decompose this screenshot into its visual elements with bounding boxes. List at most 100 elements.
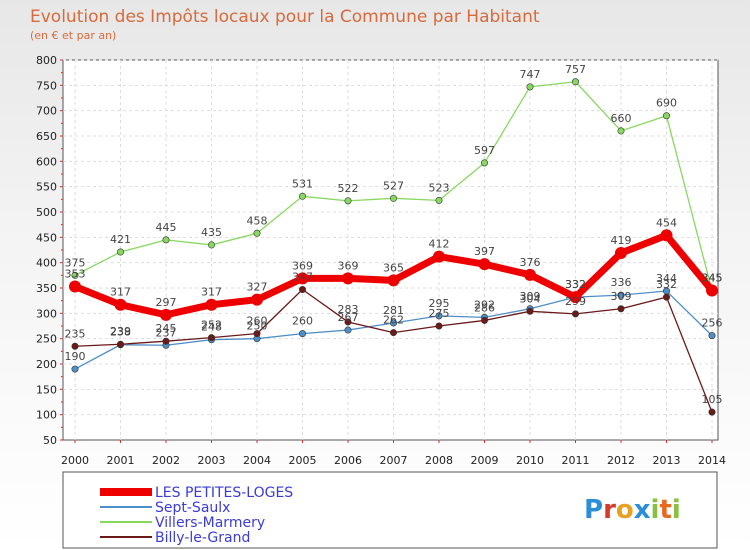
- data-labels: 375 421 445 435 458 531 522 527 523 597 747 757 660 6…: [65, 63, 723, 406]
- x-tick-label: 2003: [198, 454, 226, 467]
- data-label: 365: [383, 261, 404, 274]
- data-label: 458: [247, 214, 268, 227]
- data-point: [71, 365, 79, 373]
- data-label: 597: [474, 144, 495, 157]
- series-lines: [69, 78, 718, 416]
- data-label: 375: [65, 256, 86, 269]
- data-point: [208, 334, 216, 342]
- x-tick-label: 2009: [471, 454, 499, 467]
- data-label: 660: [611, 112, 632, 125]
- chart-title: Evolution des Impôts locaux pour la Comm…: [30, 7, 540, 27]
- data-label: 238: [110, 326, 131, 339]
- data-label: 369: [338, 259, 359, 272]
- data-label: 286: [474, 301, 495, 314]
- x-tick-label: 2000: [61, 454, 89, 467]
- data-label: 295: [429, 297, 450, 310]
- data-label: 347: [292, 271, 313, 284]
- x-tick-label: 2005: [289, 454, 317, 467]
- y-tick-label: 150: [36, 383, 57, 396]
- y-tick-label: 800: [36, 54, 57, 67]
- data-point: [160, 308, 172, 321]
- y-tick-label: 500: [36, 206, 57, 219]
- data-label: 309: [611, 290, 632, 303]
- data-point: [569, 291, 582, 304]
- y-tick-label: 300: [36, 307, 57, 320]
- data-point: [660, 229, 673, 242]
- data-label: 256: [702, 317, 723, 330]
- data-point: [117, 340, 125, 348]
- data-point: [662, 112, 670, 120]
- data-point: [387, 274, 400, 287]
- data-label: 283: [338, 303, 359, 316]
- legend-box: [62, 471, 718, 549]
- data-point: [435, 196, 443, 204]
- data-point: [389, 319, 397, 327]
- data-point: [71, 342, 79, 350]
- data-label: 248: [201, 321, 222, 334]
- data-label: 262: [383, 314, 404, 327]
- data-label: 105: [702, 393, 723, 406]
- data-point: [205, 298, 218, 311]
- data-label: 252: [201, 319, 222, 332]
- y-tick-label: 200: [36, 358, 57, 371]
- x-tick-label: 2012: [607, 454, 635, 467]
- y-tick-label: 650: [36, 130, 57, 143]
- data-label: 690: [656, 97, 677, 110]
- data-point: [208, 241, 216, 249]
- data-point: [526, 83, 534, 91]
- data-label: 531: [292, 177, 313, 190]
- y-tick-label: 450: [36, 231, 57, 244]
- data-point: [526, 307, 534, 315]
- data-label: 523: [429, 181, 450, 194]
- data-label: 344: [656, 272, 677, 285]
- data-label: 369: [292, 259, 313, 272]
- proxiti-logo: Proxiti: [584, 495, 681, 525]
- data-label: 317: [110, 286, 131, 299]
- data-label: 332: [656, 278, 677, 291]
- data-label: 260: [292, 315, 313, 328]
- data-point: [344, 197, 352, 205]
- data-point: [344, 318, 352, 326]
- data-label: 747: [520, 68, 541, 81]
- data-point: [435, 312, 443, 320]
- data-label: 397: [474, 245, 495, 258]
- data-point: [114, 298, 127, 311]
- y-tick-label: 700: [36, 105, 57, 118]
- data-point: [617, 305, 625, 313]
- data-label: 309: [520, 290, 541, 303]
- y-tick-label: 550: [36, 181, 57, 194]
- y-tick-label: 750: [36, 79, 57, 92]
- data-point: [298, 330, 306, 338]
- data-point: [706, 284, 718, 297]
- data-label: 332: [565, 278, 586, 291]
- y-tick-label: 250: [36, 333, 57, 346]
- data-point: [617, 127, 625, 135]
- data-label: 239: [110, 325, 131, 338]
- data-label: 237: [156, 326, 177, 339]
- x-tick-label: 2010: [516, 454, 544, 467]
- data-point: [162, 236, 170, 244]
- y-tick-label: 100: [36, 409, 57, 422]
- data-point: [524, 268, 536, 281]
- data-point: [615, 247, 627, 260]
- data-point: [253, 229, 261, 237]
- data-point: [389, 329, 397, 337]
- x-tick-label: 2013: [653, 454, 681, 467]
- y-tick-label: 600: [36, 155, 57, 168]
- data-label: 376: [520, 256, 541, 269]
- legend: LES PETITES-LOGESSept-SaulxVillers-Marme…: [100, 485, 293, 546]
- data-label: 353: [65, 267, 86, 280]
- x-tick-label: 2004: [243, 454, 271, 467]
- data-label: 250: [247, 320, 268, 333]
- data-label: 190: [65, 350, 86, 363]
- data-label: 445: [156, 221, 177, 234]
- data-point: [342, 272, 354, 285]
- data-label: 317: [201, 286, 222, 299]
- x-axis-ticks: 2000 2001 2002 2003 2004 2005 2006 2007 2008 2009…: [61, 440, 726, 467]
- data-point: [433, 250, 445, 263]
- y-axis-ticks: 50 100 150 200 250 300 350 400 450 500 550 600 650 70…: [36, 54, 63, 447]
- data-label: 757: [565, 63, 586, 76]
- data-label: 454: [656, 216, 677, 229]
